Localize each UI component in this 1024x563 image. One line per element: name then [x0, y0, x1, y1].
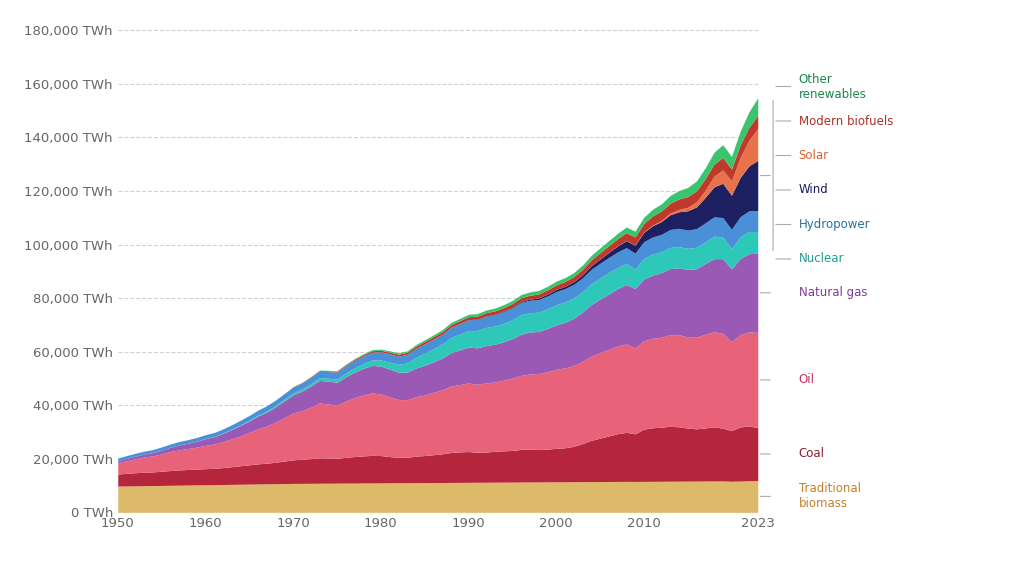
- Text: Other
renewables: Other renewables: [799, 73, 866, 101]
- Text: Modern biofuels: Modern biofuels: [799, 114, 893, 127]
- Text: Coal: Coal: [799, 448, 824, 461]
- Text: Solar: Solar: [799, 149, 828, 162]
- Text: Traditional
biomass: Traditional biomass: [799, 482, 861, 511]
- Text: Nuclear: Nuclear: [799, 252, 844, 266]
- Text: Wind: Wind: [799, 184, 828, 196]
- Text: Hydropower: Hydropower: [799, 218, 870, 231]
- Text: Oil: Oil: [799, 373, 815, 386]
- Text: Natural gas: Natural gas: [799, 287, 867, 300]
